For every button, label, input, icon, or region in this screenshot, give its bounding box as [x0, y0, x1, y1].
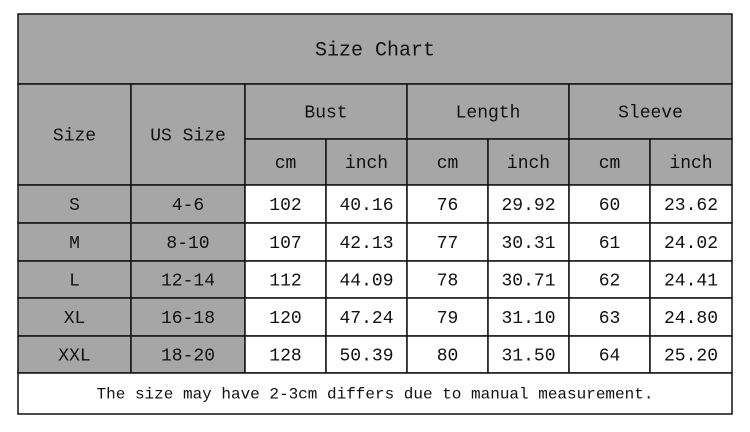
table-cell: 120 [269, 309, 301, 329]
row-header: 18-20 [161, 346, 215, 366]
table-cell-cell [244, 222, 327, 262]
table-cell-cell [487, 297, 570, 337]
table-cell: 24.02 [664, 234, 718, 254]
header: Size [53, 126, 96, 146]
table-cell-cell [244, 335, 327, 374]
table-cell: 62 [599, 271, 621, 291]
table-cell: 25.20 [664, 346, 718, 366]
table-cell: 23.62 [664, 196, 718, 216]
row-header-cell [17, 335, 132, 374]
table-cell: 63 [599, 309, 621, 329]
group-header-cell [568, 83, 733, 140]
table-cell: 61 [599, 234, 621, 254]
table-cell: 60 [599, 196, 621, 216]
title: Size Chart [315, 39, 435, 62]
table-cell-cell [649, 260, 733, 299]
row-header: XXL [58, 346, 90, 366]
row-header-cell [130, 335, 246, 374]
header-cell [17, 83, 132, 186]
group-header: Length [456, 103, 521, 123]
unit-header: inch [345, 154, 388, 174]
row-header: 4-6 [172, 196, 204, 216]
group-header: Sleeve [618, 103, 683, 123]
table-cell-cell [406, 184, 489, 224]
table-cell: 78 [437, 271, 459, 291]
table-cell-cell [568, 335, 651, 374]
footnote-cell [17, 372, 733, 415]
row-header-cell [130, 222, 246, 262]
row-header: S [69, 196, 80, 216]
row-header-cell [17, 260, 132, 299]
table-cell: 76 [437, 196, 459, 216]
table-cell: 77 [437, 234, 459, 254]
table-cell: 47.24 [339, 309, 393, 329]
table-cell-cell [568, 222, 651, 262]
table-cell-cell [325, 184, 408, 224]
unit-header: cm [437, 154, 459, 174]
table-cell-cell [487, 335, 570, 374]
group-header: Bust [304, 103, 347, 123]
unit-header-cell [649, 138, 733, 186]
unit-header: inch [669, 154, 712, 174]
title-cell [17, 13, 733, 85]
row-header-cell [130, 184, 246, 224]
table-cell: 30.31 [501, 234, 555, 254]
row-header: 16-18 [161, 309, 215, 329]
header-cell [130, 83, 246, 186]
table-cell-cell [406, 335, 489, 374]
table-cell: 79 [437, 309, 459, 329]
footnote: The size may have 2-3cm differs due to m… [97, 386, 654, 404]
row-header: M [69, 234, 80, 254]
unit-header-cell [487, 138, 570, 186]
table-cell-cell [649, 297, 733, 337]
table-cell-cell [649, 222, 733, 262]
table-cell: 80 [437, 346, 459, 366]
table-cell: 31.50 [501, 346, 555, 366]
table-cell: 24.80 [664, 309, 718, 329]
table-cell: 44.09 [339, 271, 393, 291]
table-cell: 31.10 [501, 309, 555, 329]
table-cell-cell [568, 184, 651, 224]
unit-header: inch [507, 154, 550, 174]
row-header: 8-10 [166, 234, 209, 254]
row-header: XL [64, 309, 86, 329]
table-cell: 50.39 [339, 346, 393, 366]
row-header: L [69, 271, 80, 291]
table-cell: 29.92 [501, 196, 555, 216]
table-cell: 112 [269, 271, 301, 291]
unit-header-cell [325, 138, 408, 186]
table-cell: 42.13 [339, 234, 393, 254]
row-header: 12-14 [161, 271, 215, 291]
unit-header: cm [599, 154, 621, 174]
unit-header: cm [275, 154, 297, 174]
table-cell: 40.16 [339, 196, 393, 216]
table-cell: 128 [269, 346, 301, 366]
table-cell-cell [244, 260, 327, 299]
header: US Size [150, 126, 226, 146]
table-cell-cell [649, 184, 733, 224]
table-cell: 107 [269, 234, 301, 254]
table-cell: 102 [269, 196, 301, 216]
table-cell-cell [487, 184, 570, 224]
row-header-cell [17, 222, 132, 262]
table-cell: 24.41 [664, 271, 718, 291]
table-cell-cell [649, 335, 733, 374]
table-cell: 30.71 [501, 271, 555, 291]
table-cell: 64 [599, 346, 621, 366]
row-header-cell [17, 297, 132, 337]
table-cell-cell [325, 335, 408, 374]
